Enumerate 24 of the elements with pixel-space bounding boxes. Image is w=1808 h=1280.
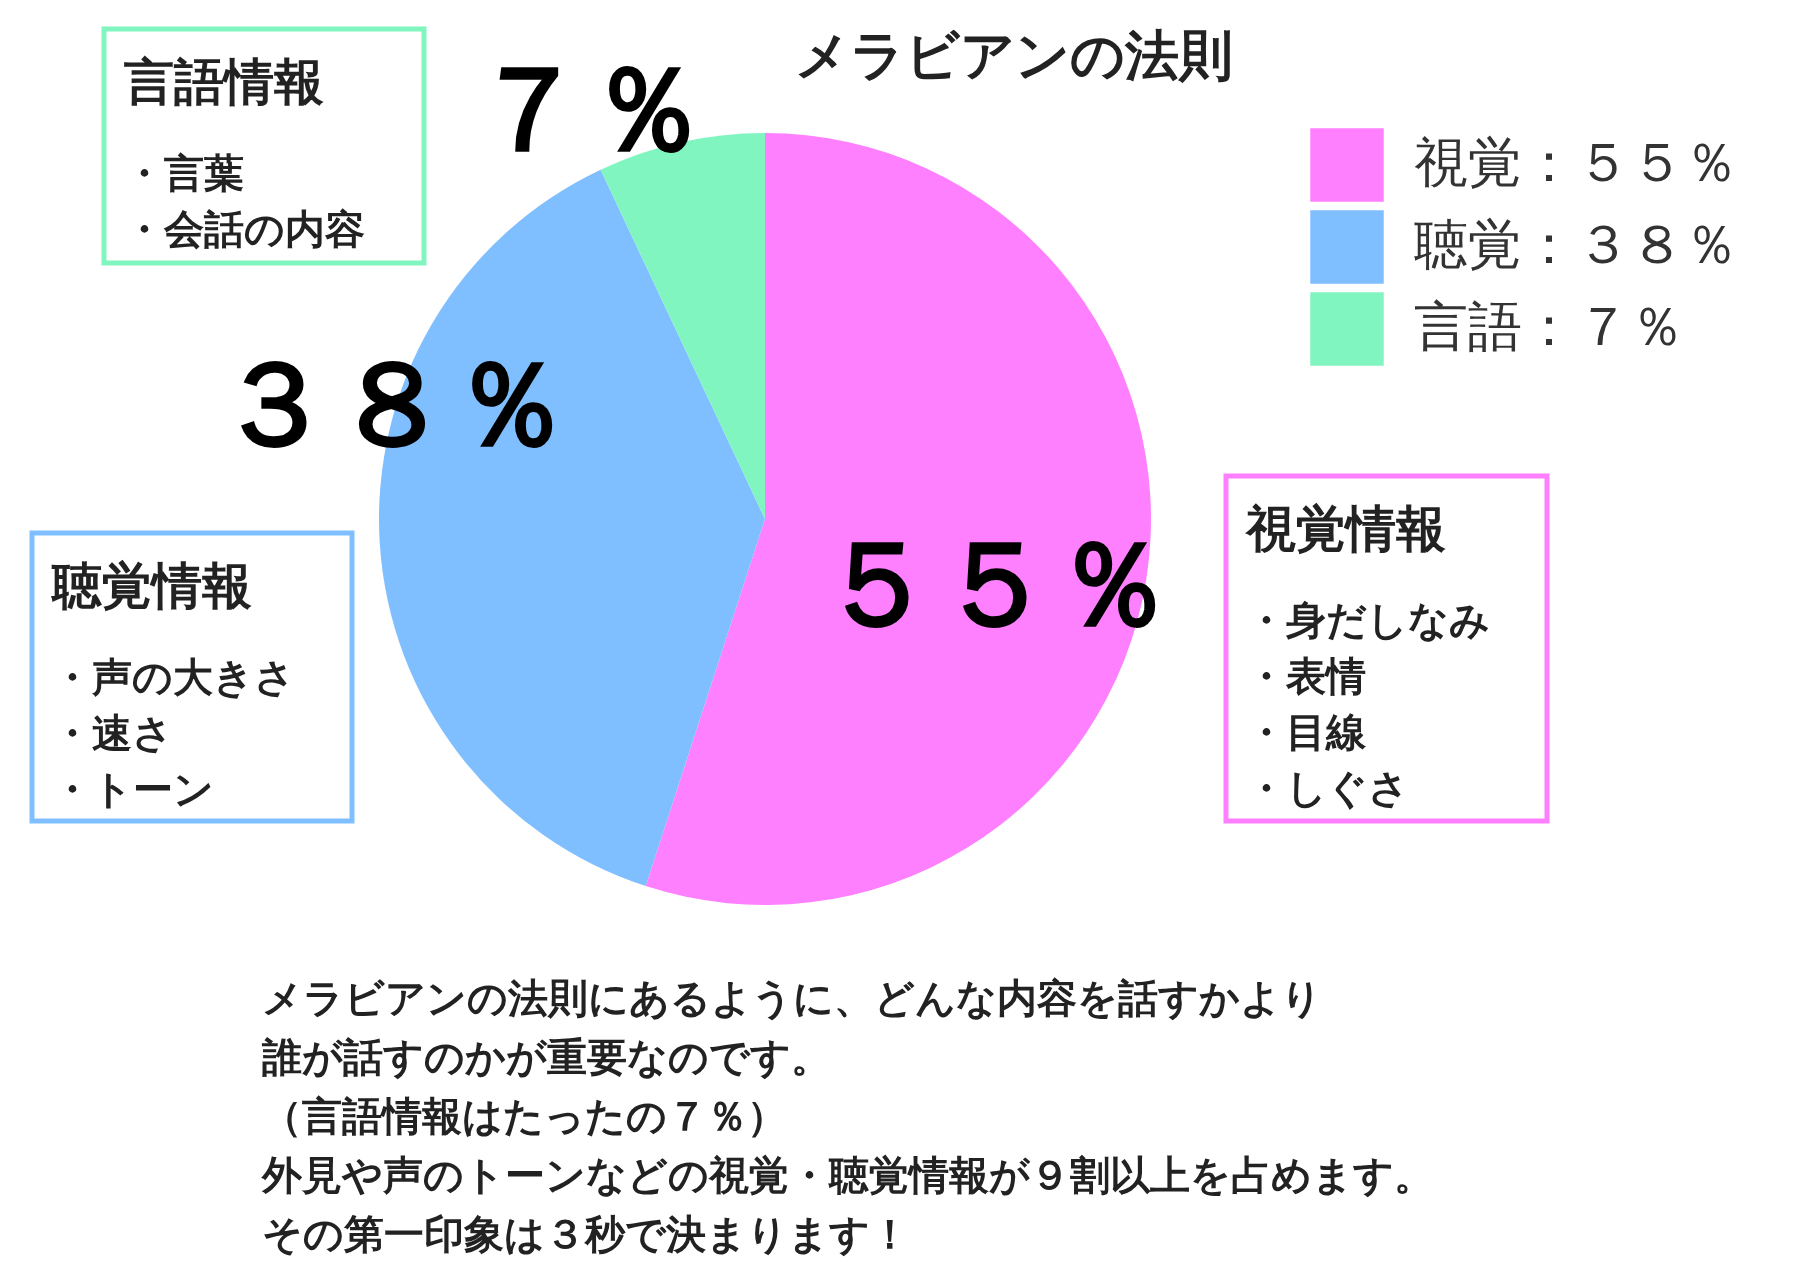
text: ・速さ	[52, 710, 173, 756]
legend-label: 言語：７％	[1414, 295, 1684, 358]
data-label: ５５％	[818, 515, 1172, 653]
text: ・身だしなみ	[1246, 597, 1490, 643]
text: ・声の大きさ	[52, 654, 295, 700]
text: 聴覚情報	[50, 557, 252, 615]
text: 誰が話すのかが重要なのです。	[261, 1034, 831, 1080]
data-label: ７％	[470, 40, 706, 178]
chart-title: メラビアンの法則	[795, 24, 1233, 87]
text: ・会話の内容	[124, 206, 365, 252]
text: その第一印象は３秒で決まります！	[262, 1211, 910, 1257]
text: メラビアンの法則にあるように、どんな内容を話すかより	[262, 975, 1322, 1021]
text: ・しぐさ	[1246, 765, 1409, 811]
text: （言語情報はたったの７％）	[262, 1093, 787, 1139]
text: 外見や声のトーンなどの視覚・聴覚情報が９割以上を占めます。	[261, 1152, 1434, 1198]
text: 視覚情報	[1244, 500, 1446, 558]
legend-label: 聴覚：３８％	[1414, 213, 1738, 276]
text: ・トーン	[52, 766, 214, 812]
data-label: ３８％	[215, 335, 569, 473]
text: ・目線	[1246, 709, 1367, 755]
text: ・言葉	[124, 150, 244, 196]
text: 言語情報	[123, 53, 324, 111]
legend-label: 視覚：５５％	[1414, 131, 1738, 194]
text: ・表情	[1246, 653, 1366, 699]
